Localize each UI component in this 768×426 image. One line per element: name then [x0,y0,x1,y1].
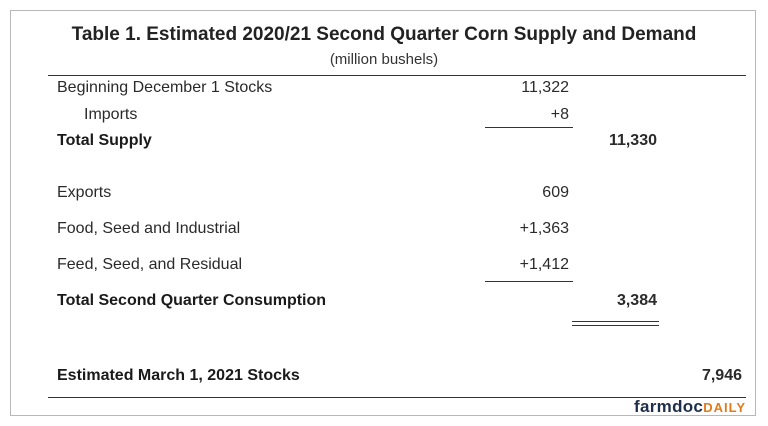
row-label-exports: Exports [57,184,112,201]
consumption-double-rule-top [572,321,659,322]
row-label-feed: Feed, Seed, and Residual [57,256,243,273]
row-label-total-consumption: Total Second Quarter Consumption [57,292,327,309]
logo-text-farmdoc: farmdoc [634,397,704,416]
row-value-imports: +8 [550,106,569,123]
row-value-total-consumption: 3,384 [616,292,657,309]
farmdoc-daily-logo: farmdocDAILY [634,397,746,417]
row-value-fsi: +1,363 [519,220,569,237]
table-frame [10,10,756,416]
row-value-beginning-stocks: 11,322 [521,79,569,96]
row-value-total-supply: 11,330 [608,132,657,149]
table-units: (million bushels) [329,51,439,68]
row-label-imports: Imports [84,106,138,123]
row-label-fsi: Food, Seed and Industrial [57,220,241,237]
row-label-total-supply: Total Supply [57,132,152,149]
footer-rule [48,397,746,398]
row-value-exports: 609 [542,184,569,201]
row-label-ending-stocks: Estimated March 1, 2021 Stocks [57,367,300,384]
row-value-ending-stocks: 7,946 [701,367,742,384]
imports-underline [485,127,573,128]
logo-text-daily: DAILY [703,400,746,415]
table-title: Table 1. Estimated 2020/21 Second Quarte… [71,24,697,45]
header-rule [48,75,746,76]
feed-underline [485,281,573,282]
consumption-double-rule-bottom [572,325,659,326]
row-value-feed: +1,412 [519,256,569,273]
row-label-beginning-stocks: Beginning December 1 Stocks [57,79,273,96]
